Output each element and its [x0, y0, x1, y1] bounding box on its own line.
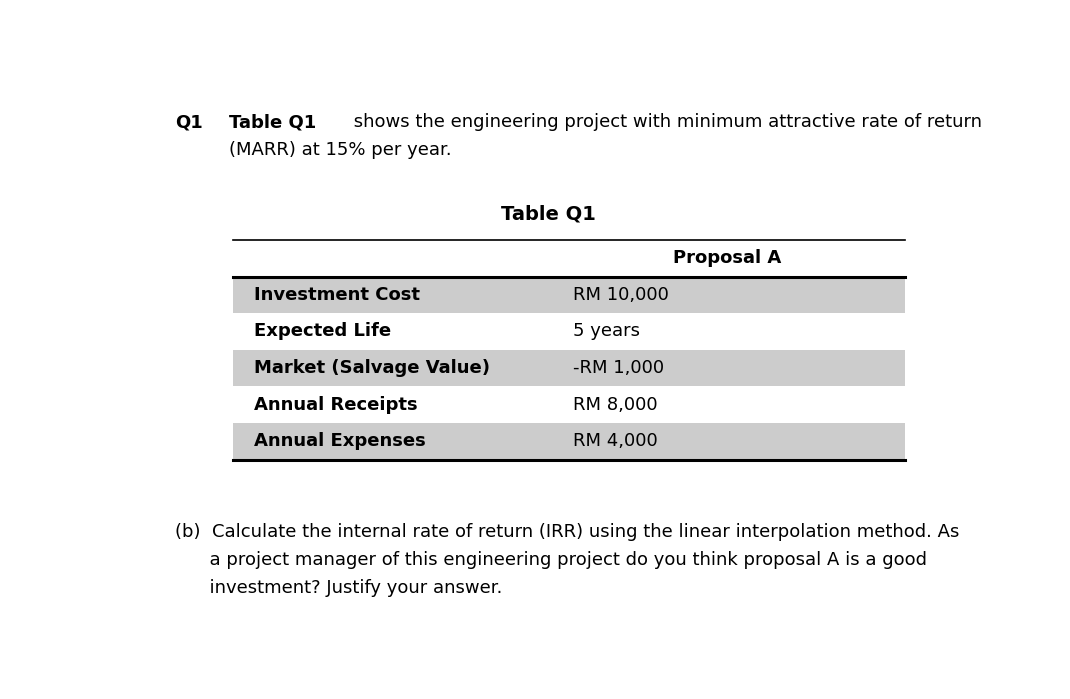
- Text: Table Q1: Table Q1: [501, 205, 596, 224]
- Bar: [233, 423, 905, 459]
- Text: -RM 1,000: -RM 1,000: [574, 359, 664, 377]
- Text: RM 10,000: RM 10,000: [574, 286, 669, 304]
- Text: a project manager of this engineering project do you think proposal A is a good: a project manager of this engineering pr…: [175, 551, 928, 568]
- Text: 5 years: 5 years: [574, 322, 640, 340]
- Text: (MARR) at 15% per year.: (MARR) at 15% per year.: [229, 141, 452, 159]
- Text: Annual Expenses: Annual Expenses: [254, 432, 426, 450]
- Text: investment? Justify your answer.: investment? Justify your answer.: [175, 579, 503, 596]
- Text: Investment Cost: Investment Cost: [254, 286, 421, 304]
- Text: Table Q1: Table Q1: [229, 113, 317, 131]
- Text: Proposal A: Proposal A: [673, 250, 781, 267]
- Text: RM 4,000: RM 4,000: [574, 432, 658, 450]
- Text: Market (Salvage Value): Market (Salvage Value): [254, 359, 490, 377]
- Text: Q1: Q1: [175, 113, 203, 131]
- Text: Expected Life: Expected Life: [254, 322, 392, 340]
- Text: RM 8,000: RM 8,000: [574, 396, 658, 414]
- Text: shows the engineering project with minimum attractive rate of return: shows the engineering project with minim…: [348, 113, 981, 131]
- Bar: [233, 350, 905, 387]
- Bar: [233, 277, 905, 313]
- Text: (b)  Calculate the internal rate of return (IRR) using the linear interpolation : (b) Calculate the internal rate of retur…: [175, 523, 960, 540]
- Text: Annual Receipts: Annual Receipts: [254, 396, 417, 414]
